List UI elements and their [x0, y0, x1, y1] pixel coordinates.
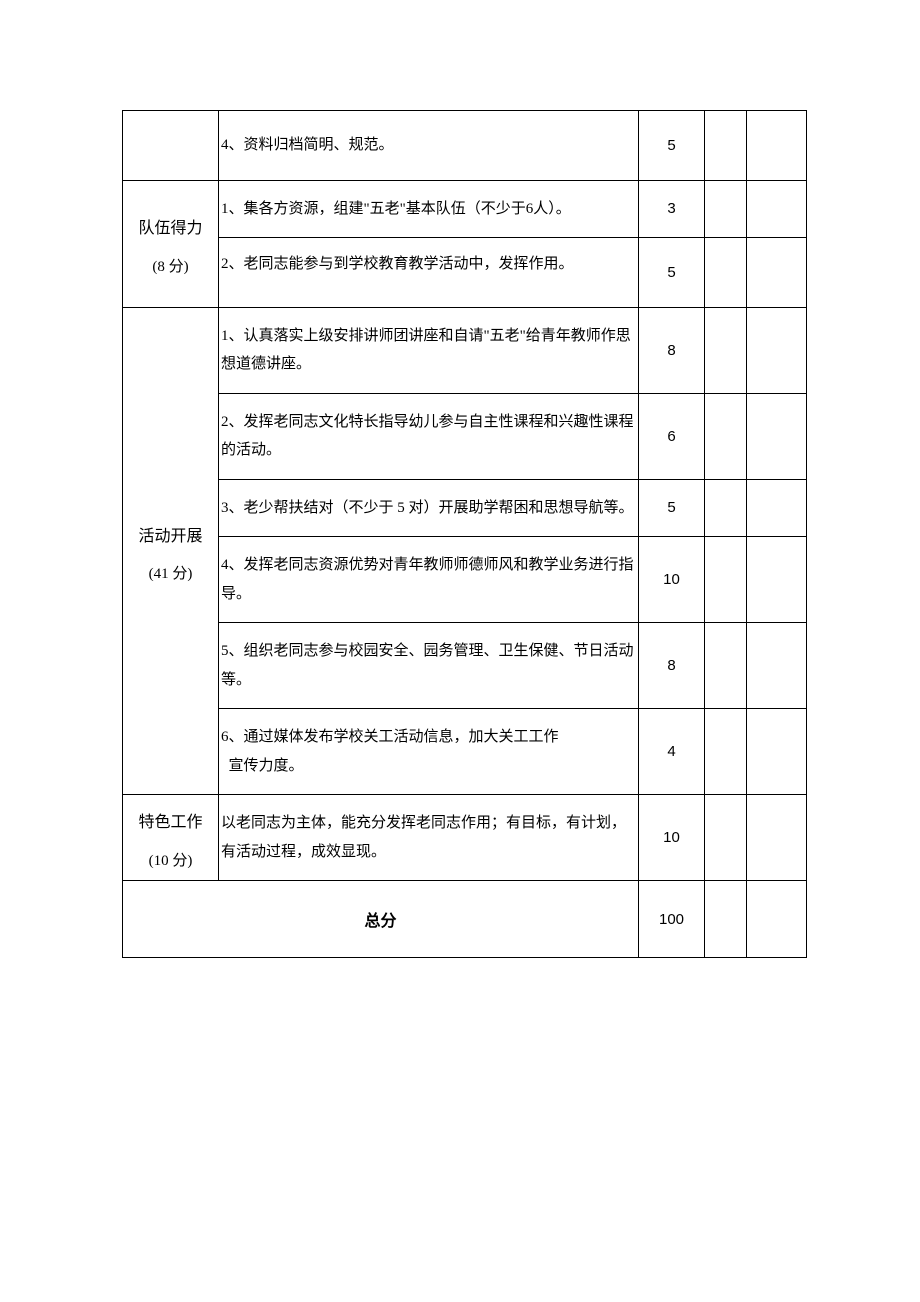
table-row: 3、老少帮扶结对（不少于 5 对）开展助学帮困和思想导航等。 5 [123, 479, 807, 537]
category-cell-activity: 活动开展 (41 分) [123, 307, 219, 795]
total-label-cell: 总分 [123, 881, 639, 958]
evaluation-table: 4、资料归档简明、规范。 5 队伍得力 (8 分) 1、集各方资源，组建"五老"… [122, 110, 807, 958]
category-points: (10 分) [123, 849, 218, 870]
table-row: 4、资料归档简明、规范。 5 [123, 111, 807, 181]
blank-cell [747, 111, 807, 181]
blank-cell [705, 111, 747, 181]
score-cell: 10 [639, 537, 705, 623]
table-row: 特色工作 (10 分) 以老同志为主体，能充分发挥老同志作用；有目标，有计划，有… [123, 795, 807, 881]
blank-cell [747, 709, 807, 795]
blank-cell [747, 623, 807, 709]
table-row: 队伍得力 (8 分) 1、集各方资源，组建"五老"基本队伍（不少于6人）。 3 [123, 180, 807, 238]
blank-cell [747, 180, 807, 238]
blank-cell [705, 479, 747, 537]
blank-cell [747, 537, 807, 623]
blank-cell [705, 795, 747, 881]
content-cell: 1、集各方资源，组建"五老"基本队伍（不少于6人）。 [219, 180, 639, 238]
category-points: (41 分) [123, 562, 218, 583]
blank-cell [747, 795, 807, 881]
blank-cell [705, 709, 747, 795]
blank-cell [747, 479, 807, 537]
table-row: 4、发挥老同志资源优势对青年教师师德师风和教学业务进行指导。 10 [123, 537, 807, 623]
blank-cell [747, 881, 807, 958]
table-row: 6、通过媒体发布学校关工活动信息，加大关工工作 宣传力度。 4 [123, 709, 807, 795]
score-cell: 4 [639, 709, 705, 795]
category-label: 特色工作 [123, 805, 218, 840]
blank-cell [747, 307, 807, 393]
content-line: 宣传力度。 [221, 752, 634, 781]
content-cell: 2、发挥老同志文化特长指导幼儿参与自主性课程和兴趣性课程的活动。 [219, 393, 639, 479]
content-cell: 6、通过媒体发布学校关工活动信息，加大关工工作 宣传力度。 [219, 709, 639, 795]
category-points: (8 分) [123, 255, 218, 276]
content-cell: 5、组织老同志参与校园安全、园务管理、卫生保健、节日活动等。 [219, 623, 639, 709]
blank-cell [705, 393, 747, 479]
content-cell: 4、发挥老同志资源优势对青年教师师德师风和教学业务进行指导。 [219, 537, 639, 623]
score-cell: 6 [639, 393, 705, 479]
category-label: 队伍得力 [123, 211, 218, 246]
table-row: 2、老同志能参与到学校教育教学活动中，发挥作用。 5 [123, 238, 807, 308]
score-cell: 5 [639, 479, 705, 537]
category-label: 活动开展 [123, 519, 218, 554]
score-cell: 10 [639, 795, 705, 881]
table-row: 活动开展 (41 分) 1、认真落实上级安排讲师团讲座和自请"五老"给青年教师作… [123, 307, 807, 393]
content-cell: 2、老同志能参与到学校教育教学活动中，发挥作用。 [219, 238, 639, 308]
category-cell-team: 队伍得力 (8 分) [123, 180, 219, 307]
content-cell: 4、资料归档简明、规范。 [219, 111, 639, 181]
blank-cell [747, 393, 807, 479]
score-cell: 5 [639, 238, 705, 308]
blank-cell [705, 307, 747, 393]
table-row-total: 总分 100 [123, 881, 807, 958]
blank-cell [705, 881, 747, 958]
blank-cell [705, 238, 747, 308]
blank-cell [747, 238, 807, 308]
table-row: 5、组织老同志参与校园安全、园务管理、卫生保健、节日活动等。 8 [123, 623, 807, 709]
content-cell: 3、老少帮扶结对（不少于 5 对）开展助学帮困和思想导航等。 [219, 479, 639, 537]
table-row: 2、发挥老同志文化特长指导幼儿参与自主性课程和兴趣性课程的活动。 6 [123, 393, 807, 479]
score-cell: 8 [639, 623, 705, 709]
blank-cell [705, 537, 747, 623]
total-score-cell: 100 [639, 881, 705, 958]
content-line: 6、通过媒体发布学校关工活动信息，加大关工工作 [221, 729, 559, 745]
score-cell: 5 [639, 111, 705, 181]
score-cell: 8 [639, 307, 705, 393]
content-cell: 1、认真落实上级安排讲师团讲座和自请"五老"给青年教师作思想道德讲座。 [219, 307, 639, 393]
category-cell-feature: 特色工作 (10 分) [123, 795, 219, 881]
content-cell: 以老同志为主体，能充分发挥老同志作用；有目标，有计划，有活动过程，成效显现。 [219, 795, 639, 881]
blank-cell [705, 180, 747, 238]
score-cell: 3 [639, 180, 705, 238]
category-cell-empty [123, 111, 219, 181]
blank-cell [705, 623, 747, 709]
